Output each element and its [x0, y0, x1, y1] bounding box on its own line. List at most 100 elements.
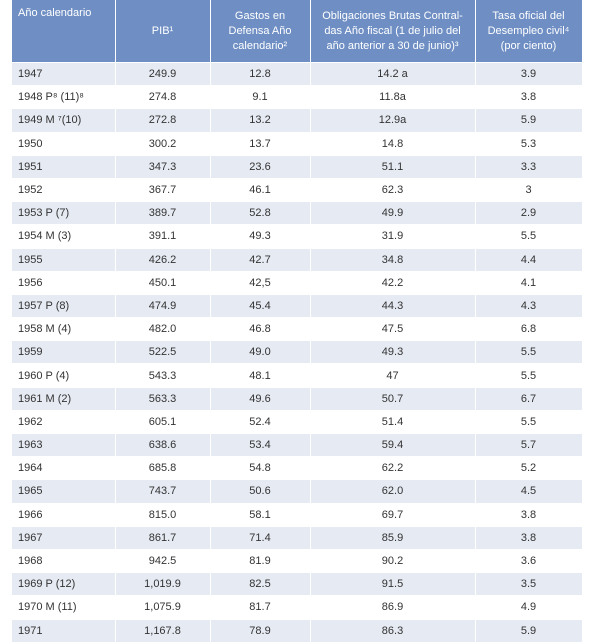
table-cell: 54.8 [210, 456, 311, 480]
table-cell: 14.2 a [310, 61, 476, 86]
column-header: Tasa oficial del Desempleo civil⁴ (por c… [475, 0, 583, 63]
table-cell: 81.9 [210, 548, 311, 573]
table-cell: 42,5 [210, 270, 311, 295]
row-label: 1948 P⁸ (11)⁸ [12, 85, 116, 109]
table-row: 1953 P (7) 389.7 52.8 49.9 2.9 [12, 201, 583, 225]
table-cell: 3.9 [475, 61, 583, 86]
table-row: 1948 P⁸ (11)⁸ 274.8 9.1 11.8a 3.8 [12, 85, 583, 109]
row-label: 1962 [12, 409, 116, 434]
table-cell: 4.1 [475, 270, 583, 295]
table-cell: 4.9 [475, 595, 583, 619]
table-cell: 4.5 [475, 479, 583, 504]
table-cell: 5.5 [475, 224, 583, 248]
table-cell: 90.2 [310, 548, 476, 573]
table-cell: 12.8 [210, 61, 311, 86]
table-cell: 46.1 [210, 177, 311, 202]
table-row: 1958 M (4) 482.0 46.8 47.5 6.8 [12, 317, 583, 341]
table-cell: 1,075.9 [115, 595, 211, 619]
table-cell: 51.1 [310, 154, 476, 179]
header-row: Año calendario PIB¹ Gastos en Defensa Año … [12, 0, 583, 63]
table-row: 1952 367.7 46.1 62.3 3 [12, 177, 583, 202]
table-cell: 91.5 [310, 572, 476, 596]
table-cell: 543.3 [115, 363, 211, 388]
table-cell: 347.3 [115, 154, 211, 179]
table-row: 1955 426.2 42.7 34.8 4.4 [12, 247, 583, 272]
row-label: 1966 [12, 502, 116, 527]
table-row: 1971 1,167.8 78.9 86.3 5.9 [12, 618, 583, 642]
row-label: 1971 [12, 618, 116, 642]
table-cell: 482.0 [115, 317, 211, 341]
table-cell: 5.5 [475, 409, 583, 434]
table-cell: 62.0 [310, 479, 476, 504]
table-row: 1964 685.8 54.8 62.2 5.2 [12, 456, 583, 480]
table-cell: 3.3 [475, 154, 583, 179]
table-cell: 300.2 [115, 131, 211, 156]
table-cell: 62.2 [310, 456, 476, 480]
table-cell: 6.7 [475, 386, 583, 411]
table-row: 1970 M (11) 1,075.9 81.7 86.9 4.9 [12, 595, 583, 619]
table-cell: 638.6 [115, 432, 211, 457]
table-cell: 50.6 [210, 479, 311, 504]
table-cell: 48.1 [210, 363, 311, 388]
table-cell: 4.3 [475, 293, 583, 318]
row-label: 1951 [12, 154, 116, 179]
table-cell: 743.7 [115, 479, 211, 504]
table-cell: 34.8 [310, 247, 476, 272]
table-cell: 389.7 [115, 201, 211, 225]
row-label: 1968 [12, 548, 116, 573]
table-cell: 49.9 [310, 201, 476, 225]
row-label: 1960 P (4) [12, 363, 116, 388]
row-label: 1954 M (3) [12, 224, 116, 248]
table-cell: 62.3 [310, 177, 476, 202]
table-row: 1959 522.5 49.0 49.3 5.5 [12, 340, 583, 364]
table-cell: 563.3 [115, 386, 211, 411]
table-cell: 815.0 [115, 502, 211, 527]
column-header: Año calendario [12, 0, 116, 63]
table-cell: 13.7 [210, 131, 311, 156]
row-label: 1963 [12, 432, 116, 457]
table-cell: 42.7 [210, 247, 311, 272]
table-cell: 426.2 [115, 247, 211, 272]
table-cell: 59.4 [310, 432, 476, 457]
table-cell: 53.4 [210, 432, 311, 457]
table-cell: 31.9 [310, 224, 476, 248]
table-cell: 9.1 [210, 85, 311, 109]
row-label: 1965 [12, 479, 116, 504]
table-row: 1968 942.5 81.9 90.2 3.6 [12, 548, 583, 573]
column-header: PIB¹ [115, 0, 211, 63]
table-cell: 42.2 [310, 270, 476, 295]
row-label: 1950 [12, 131, 116, 156]
table-row: 1961 M (2) 563.3 49.6 50.7 6.7 [12, 386, 583, 411]
row-label: 1955 [12, 247, 116, 272]
table-cell: 3.8 [475, 502, 583, 527]
table-row: 1950 300.2 13.7 14.8 5.3 [12, 131, 583, 156]
table-cell: 49.3 [210, 224, 311, 248]
table-cell: 6.8 [475, 317, 583, 341]
table-cell: 274.8 [115, 85, 211, 109]
table-cell: 5.3 [475, 131, 583, 156]
row-label: 1961 M (2) [12, 386, 116, 411]
table-cell: 49.0 [210, 340, 311, 364]
table-cell: 52.4 [210, 409, 311, 434]
table-cell: 5.5 [475, 363, 583, 388]
row-label: 1953 P (7) [12, 201, 116, 225]
table-cell: 3.8 [475, 525, 583, 550]
table-cell: 13.2 [210, 108, 311, 133]
table-cell: 52.8 [210, 201, 311, 225]
table-cell: 46.8 [210, 317, 311, 341]
column-header: Gastos en Defensa Año calendario² [210, 0, 311, 63]
table-cell: 4.4 [475, 247, 583, 272]
table-row: 1956 450.1 42,5 42.2 4.1 [12, 270, 583, 295]
table-cell: 450.1 [115, 270, 211, 295]
table-cell: 272.8 [115, 108, 211, 133]
table-cell: 1,167.8 [115, 618, 211, 642]
row-label: 1947 [12, 61, 116, 86]
table-cell: 249.9 [115, 61, 211, 86]
table-cell: 5.9 [475, 618, 583, 642]
table-cell: 3.6 [475, 548, 583, 573]
table-cell: 5.7 [475, 432, 583, 457]
table-cell: 14.8 [310, 131, 476, 156]
table-row: 1966 815.0 58.1 69.7 3.8 [12, 502, 583, 527]
table-row: 1951 347.3 23.6 51.1 3.3 [12, 154, 583, 179]
column-header: Obligaciones Brutas Contral-das Año fisc… [310, 0, 476, 63]
